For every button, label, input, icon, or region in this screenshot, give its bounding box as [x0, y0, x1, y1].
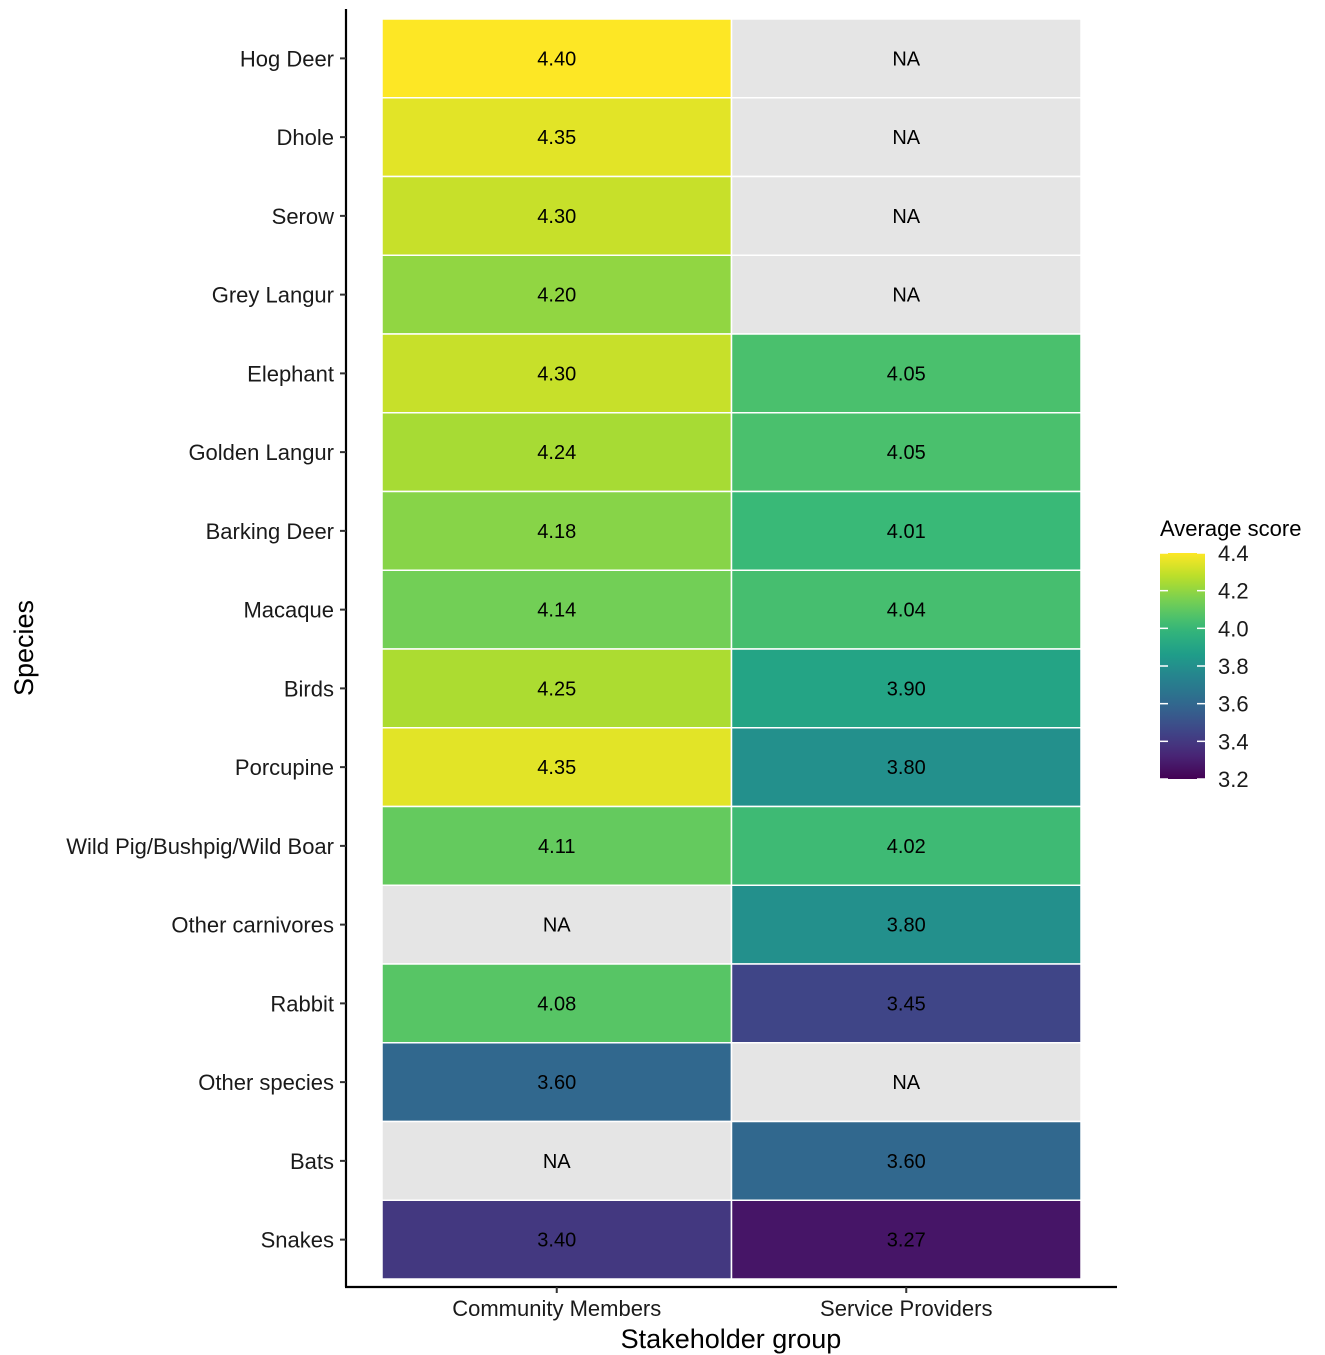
color-legend: Average score 4.4 4.2 4.0 3.8 3.6 3.4 3.2	[1160, 516, 1301, 792]
heatmap-cell	[381, 963, 733, 1044]
y-axis-title: Species	[9, 600, 39, 696]
y-tick-label: Grey Langur	[212, 283, 334, 308]
heatmap-cell	[730, 1042, 1082, 1123]
heatmap-cell	[730, 254, 1082, 335]
cell-value-label: 4.40	[537, 48, 576, 70]
heatmap-cell	[730, 1120, 1082, 1201]
x-tick-label: Service Providers	[820, 1296, 992, 1321]
cell-value-label: 3.60	[537, 1072, 576, 1094]
heatmap-cell	[381, 884, 733, 965]
heatmap-cell	[381, 490, 733, 571]
y-tick-label: Macaque	[243, 598, 334, 623]
heatmap-cell	[730, 175, 1082, 256]
cell-value-label: NA	[892, 127, 920, 149]
legend-tick-label: 4.4	[1218, 541, 1249, 566]
cell-value-label: 4.30	[537, 363, 576, 385]
cell-value-label: NA	[543, 1151, 571, 1173]
cell-value-label: 3.27	[887, 1230, 926, 1252]
heatmap-cell	[381, 1120, 733, 1201]
cell-value-label: NA	[892, 285, 920, 307]
cell-value-label: 3.90	[887, 678, 926, 700]
legend-tick-label: 3.6	[1218, 692, 1249, 717]
legend-tick-label: 4.2	[1218, 579, 1249, 604]
cell-value-label: 3.80	[887, 757, 926, 779]
cell-value-label: 4.35	[537, 127, 576, 149]
heatmap-cell-labels: 4.40 NA 4.35 NA 4.30 NA 4.20 NA 4.30 4.05 4.24 4.05…	[537, 48, 925, 1251]
cell-value-label: 4.05	[887, 442, 926, 464]
heatmap-cell	[730, 1199, 1082, 1280]
heatmap-cell	[381, 175, 733, 256]
heatmap-cell	[730, 569, 1082, 650]
legend-tick-label: 3.4	[1218, 729, 1249, 754]
heatmap-cell	[381, 569, 733, 650]
cell-value-label: 4.14	[537, 600, 576, 622]
cell-value-label: 3.60	[887, 1151, 926, 1173]
cell-value-label: 4.04	[887, 600, 926, 622]
x-tick-label: Community Members	[452, 1296, 661, 1321]
y-axis: Hog Deer Dhole Serow Grey Langur Elephant Gol…	[66, 9, 348, 1287]
heatmap-cell	[381, 1199, 733, 1280]
cell-value-label: 4.18	[537, 521, 576, 543]
y-tick-label: Porcupine	[235, 755, 334, 780]
heatmap-cell	[381, 648, 733, 729]
heatmap-cell	[730, 727, 1082, 808]
y-tick-label: Barking Deer	[206, 519, 334, 544]
y-tick-label: Golden Langur	[188, 440, 334, 465]
x-axis-title: Stakeholder group	[621, 1324, 842, 1354]
y-tick-label: Elephant	[247, 361, 334, 386]
legend-tick-label: 3.2	[1218, 767, 1249, 792]
y-tick-label: Dhole	[277, 125, 334, 150]
cell-value-label: NA	[543, 915, 571, 937]
legend-tick-label: 3.8	[1218, 654, 1249, 679]
cell-value-label: NA	[892, 206, 920, 228]
cell-value-label: NA	[892, 1072, 920, 1094]
heatmap-cell	[730, 963, 1082, 1044]
cell-value-label: 4.05	[887, 363, 926, 385]
heatmap-cells	[381, 18, 1082, 1280]
heatmap-cell	[381, 18, 733, 99]
y-tick-label: Rabbit	[270, 991, 334, 1016]
legend-title: Average score	[1160, 516, 1301, 541]
heatmap-cell	[381, 1042, 733, 1123]
heatmap-cell	[730, 18, 1082, 99]
cell-value-label: 4.30	[537, 206, 576, 228]
y-tick-label: Hog Deer	[240, 46, 334, 71]
heatmap-cell	[381, 97, 733, 178]
heatmap-cell	[730, 412, 1082, 493]
heatmap-cell	[730, 884, 1082, 965]
cell-value-label: 4.35	[537, 757, 576, 779]
heatmap-cell	[730, 333, 1082, 414]
y-tick-label: Bats	[290, 1149, 334, 1174]
heatmap-cell	[730, 97, 1082, 178]
cell-value-label: 3.40	[537, 1230, 576, 1252]
y-tick-label: Serow	[272, 204, 334, 229]
cell-value-label: 4.11	[538, 836, 575, 858]
heatmap-cell	[381, 805, 733, 886]
heatmap-cell	[730, 648, 1082, 729]
cell-value-label: 4.02	[887, 836, 926, 858]
cell-value-label: 4.24	[537, 442, 576, 464]
cell-value-label: 3.80	[887, 915, 926, 937]
y-tick-label: Other carnivores	[171, 913, 334, 938]
cell-value-label: NA	[892, 48, 920, 70]
heatmap-cell	[381, 727, 733, 808]
cell-value-label: 4.20	[537, 285, 576, 307]
cell-value-label: 3.45	[887, 993, 926, 1015]
cell-value-label: 4.08	[537, 993, 576, 1015]
y-tick-label: Snakes	[261, 1228, 334, 1253]
legend-tick-label: 4.0	[1218, 616, 1249, 641]
heatmap-cell	[730, 490, 1082, 571]
x-axis: Community Members Service Providers	[345, 1285, 1117, 1321]
heatmap-cell	[730, 805, 1082, 886]
y-tick-label: Other species	[198, 1070, 334, 1095]
cell-value-label: 4.25	[537, 678, 576, 700]
y-tick-label: Wild Pig/Bushpig/Wild Boar	[66, 834, 334, 859]
y-tick-label: Birds	[284, 676, 334, 701]
cell-value-label: 4.01	[887, 521, 926, 543]
